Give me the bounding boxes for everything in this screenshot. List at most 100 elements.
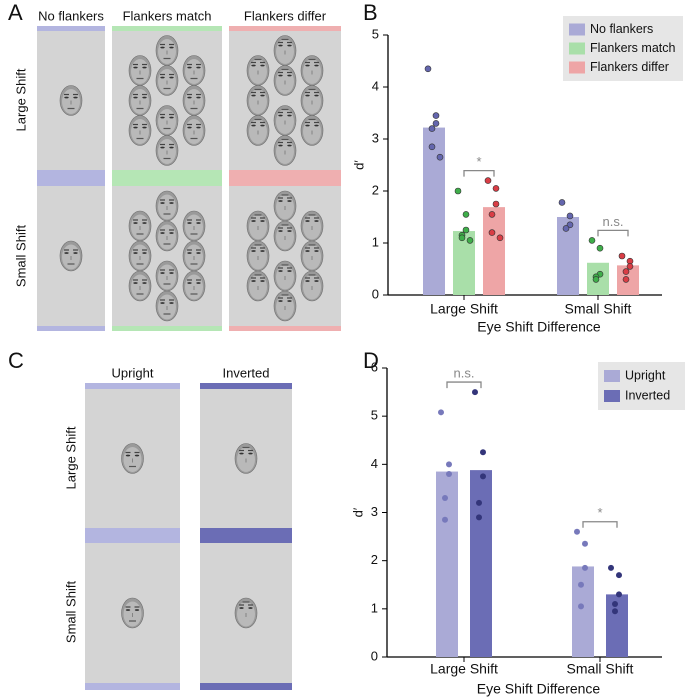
data-point (432, 112, 440, 119)
y-tick-label: 4 (371, 456, 378, 471)
condition-bar (112, 170, 222, 186)
face (234, 443, 258, 474)
data-point (466, 237, 474, 244)
face (273, 190, 297, 222)
bar (436, 471, 458, 657)
eye (133, 252, 138, 254)
eye (160, 232, 165, 234)
bar (483, 207, 505, 295)
eye (160, 76, 165, 79)
data-point (428, 125, 436, 132)
eye (239, 452, 244, 455)
data-point (484, 177, 492, 184)
y-tick-label: 6 (371, 359, 378, 374)
y-tick-label: 0 (371, 648, 378, 663)
data-point (446, 461, 452, 468)
face (155, 135, 179, 166)
face (121, 443, 144, 474)
eye (169, 76, 174, 79)
data-point (578, 603, 584, 610)
eye (314, 64, 319, 67)
face (246, 85, 270, 116)
eye (160, 202, 165, 204)
condition-bar (37, 170, 105, 186)
eye (260, 280, 265, 282)
face (121, 597, 144, 629)
data-point (622, 276, 630, 283)
face (155, 190, 179, 222)
eye (287, 44, 292, 47)
data-point (574, 528, 580, 535)
eye (287, 144, 292, 147)
panel-label: B (363, 0, 378, 25)
bar (470, 470, 492, 657)
data-point (562, 225, 570, 232)
face (234, 597, 258, 629)
face (273, 35, 297, 66)
data-point (592, 276, 600, 283)
data-point (472, 389, 478, 396)
column-label: Flankers differ (244, 8, 327, 23)
eye (187, 126, 192, 129)
condition-bar (200, 683, 292, 690)
eye (187, 66, 192, 69)
legend-label: No flankers (590, 22, 653, 36)
face (128, 115, 152, 146)
eye (134, 609, 140, 611)
y-tick-label: 2 (372, 182, 379, 197)
legend-label: Flankers match (590, 41, 675, 55)
face (59, 85, 83, 116)
eye (314, 220, 319, 222)
data-point (612, 601, 618, 608)
y-tick-label: 5 (371, 408, 378, 423)
eye (278, 44, 283, 47)
face (246, 115, 270, 146)
data-point (480, 449, 486, 456)
face (182, 210, 206, 242)
eye (169, 116, 174, 119)
face (246, 240, 270, 272)
condition-bar (229, 170, 341, 186)
data-point (438, 409, 444, 416)
face (300, 85, 324, 116)
face (273, 290, 297, 322)
condition-bar (37, 26, 105, 31)
face (128, 55, 152, 86)
eye (260, 64, 265, 67)
bar (423, 127, 445, 295)
eye (160, 272, 165, 274)
panel-label: A (8, 0, 23, 25)
condition-bar (85, 383, 180, 389)
x-axis-label: Eye Shift Difference (477, 681, 601, 697)
significance-bracket (463, 169, 495, 177)
data-point (446, 470, 452, 477)
data-point (622, 268, 630, 275)
face (246, 270, 270, 302)
x-tick-label: Large Shift (430, 661, 498, 677)
eye (260, 220, 265, 222)
eye (251, 220, 256, 222)
y-axis-label: d′ (350, 507, 365, 517)
eye (142, 126, 147, 129)
significance-label: n.s. (603, 214, 624, 229)
face (128, 85, 152, 116)
eye (278, 300, 283, 302)
y-tick-label: 1 (371, 600, 378, 615)
bar (572, 566, 594, 657)
legend-swatch (569, 23, 585, 36)
eye (64, 96, 69, 99)
eye (142, 282, 147, 284)
column-label: Upright (112, 365, 154, 380)
face (128, 240, 152, 272)
legend-swatch (604, 370, 620, 382)
eye (125, 454, 131, 457)
bar (606, 594, 628, 657)
eye (160, 302, 165, 304)
eye (314, 280, 319, 282)
eye (260, 250, 265, 252)
condition-bar (200, 528, 292, 543)
face (155, 35, 179, 66)
significance-bracket (446, 381, 482, 389)
y-tick-label: 3 (371, 504, 378, 519)
